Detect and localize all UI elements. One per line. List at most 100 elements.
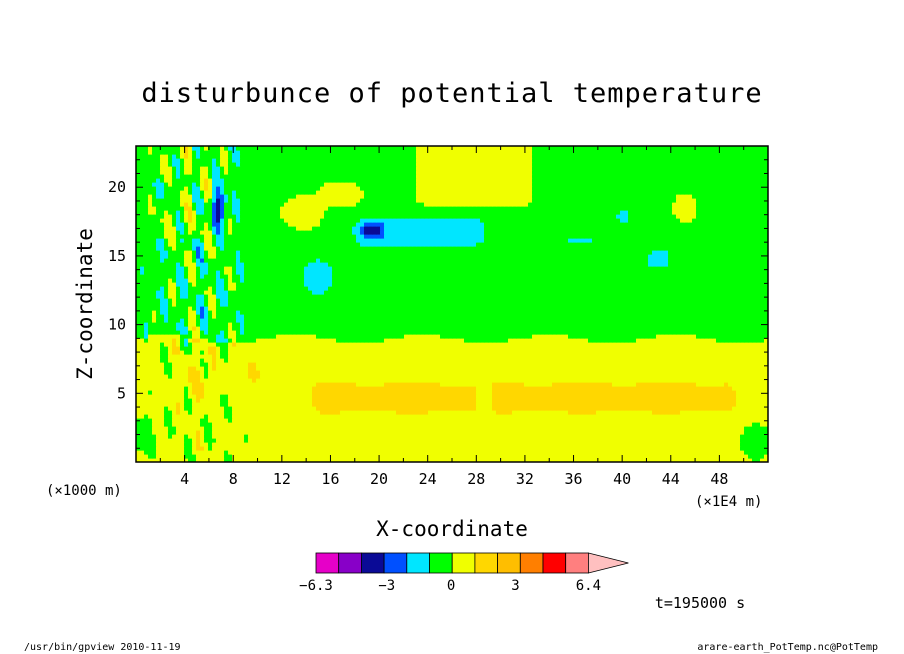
contour-cell xyxy=(744,338,749,343)
contour-cell xyxy=(644,370,649,375)
contour-cell xyxy=(168,434,173,439)
contour-cell xyxy=(388,414,393,419)
contour-cell xyxy=(536,338,541,343)
contour-cell xyxy=(288,382,293,387)
contour-cell xyxy=(440,394,445,399)
contour-cell xyxy=(308,422,313,427)
contour-cell xyxy=(328,374,333,379)
contour-cell xyxy=(676,342,681,347)
contour-cell xyxy=(248,334,253,339)
contour-cell xyxy=(376,430,381,435)
contour-cell xyxy=(476,334,481,339)
contour-cell xyxy=(404,378,409,383)
contour-cell xyxy=(460,458,465,462)
contour-cell xyxy=(472,426,477,431)
contour-cell xyxy=(552,410,557,415)
contour-cell xyxy=(276,342,281,347)
contour-cell xyxy=(504,378,509,383)
contour-cell xyxy=(396,350,401,355)
contour-cell xyxy=(256,342,261,347)
contour-cell xyxy=(160,334,165,339)
contour-cell xyxy=(280,426,285,431)
contour-cell xyxy=(516,350,521,355)
contour-cell xyxy=(600,346,605,351)
contour-cell xyxy=(300,410,305,415)
contour-cell xyxy=(508,382,513,387)
contour-cell xyxy=(312,402,317,407)
contour-cell xyxy=(400,406,405,411)
contour-cell xyxy=(344,454,349,459)
contour-cell xyxy=(712,442,717,447)
contour-cell xyxy=(172,438,177,443)
contour-cell xyxy=(212,338,217,343)
contour-cell xyxy=(624,458,629,462)
contour-cell xyxy=(584,406,589,411)
contour-cell xyxy=(600,450,605,455)
contour-cell xyxy=(296,338,301,343)
contour-cell xyxy=(388,358,393,363)
contour-cell xyxy=(728,426,733,431)
contour-cell xyxy=(168,338,173,343)
contour-cell xyxy=(484,422,489,427)
contour-cell xyxy=(524,398,529,403)
contour-cell xyxy=(528,442,533,447)
contour-cell xyxy=(744,402,749,407)
contour-cell xyxy=(676,394,681,399)
contour-cell xyxy=(736,418,741,423)
contour-cell xyxy=(588,458,593,462)
contour-cell xyxy=(484,402,489,407)
contour-cell xyxy=(168,342,173,347)
contour-cell xyxy=(248,374,253,379)
contour-cell xyxy=(684,390,689,395)
contour-cell xyxy=(364,434,369,439)
contour-cell xyxy=(432,430,437,435)
contour-cell xyxy=(452,378,457,383)
contour-cell xyxy=(260,398,265,403)
contour-cell xyxy=(540,358,545,363)
contour-cell xyxy=(196,426,201,431)
contour-cell xyxy=(540,366,545,371)
contour-cell xyxy=(416,386,421,391)
contour-cell xyxy=(272,386,277,391)
contour-cell xyxy=(580,390,585,395)
contour-cell xyxy=(636,390,641,395)
contour-cell xyxy=(284,374,289,379)
contour-cell xyxy=(692,354,697,359)
contour-cell xyxy=(212,394,217,399)
contour-cell xyxy=(272,342,277,347)
contour-cell xyxy=(168,426,173,431)
contour-cell xyxy=(736,426,741,431)
contour-cell xyxy=(676,378,681,383)
contour-cell xyxy=(760,438,765,443)
contour-cell xyxy=(584,346,589,351)
contour-cell xyxy=(700,350,705,355)
contour-cell xyxy=(556,338,561,343)
contour-cell xyxy=(296,410,301,415)
contour-cell xyxy=(620,366,625,371)
contour-cell xyxy=(320,438,325,443)
contour-cell xyxy=(164,450,169,455)
contour-cell xyxy=(588,362,593,367)
contour-cell xyxy=(332,418,337,423)
contour-cell xyxy=(512,374,517,379)
contour-cell xyxy=(552,402,557,407)
contour-cell xyxy=(668,338,673,343)
contour-cell xyxy=(228,386,233,391)
contour-cell xyxy=(312,346,317,351)
contour-cell xyxy=(704,338,709,343)
contour-cell xyxy=(636,418,641,423)
contour-cell xyxy=(428,442,433,447)
contour-cell xyxy=(428,334,433,339)
contour-cell xyxy=(380,406,385,411)
contour-cell xyxy=(548,358,553,363)
contour-cell xyxy=(228,354,233,359)
contour-cell xyxy=(448,338,453,343)
contour-cell xyxy=(568,390,573,395)
contour-cell xyxy=(268,346,273,351)
contour-cell xyxy=(472,398,477,403)
contour-cell xyxy=(216,362,221,367)
contour-cell xyxy=(356,454,361,459)
contour-cell xyxy=(496,386,501,391)
contour-cell xyxy=(576,454,581,459)
contour-cell xyxy=(400,426,405,431)
